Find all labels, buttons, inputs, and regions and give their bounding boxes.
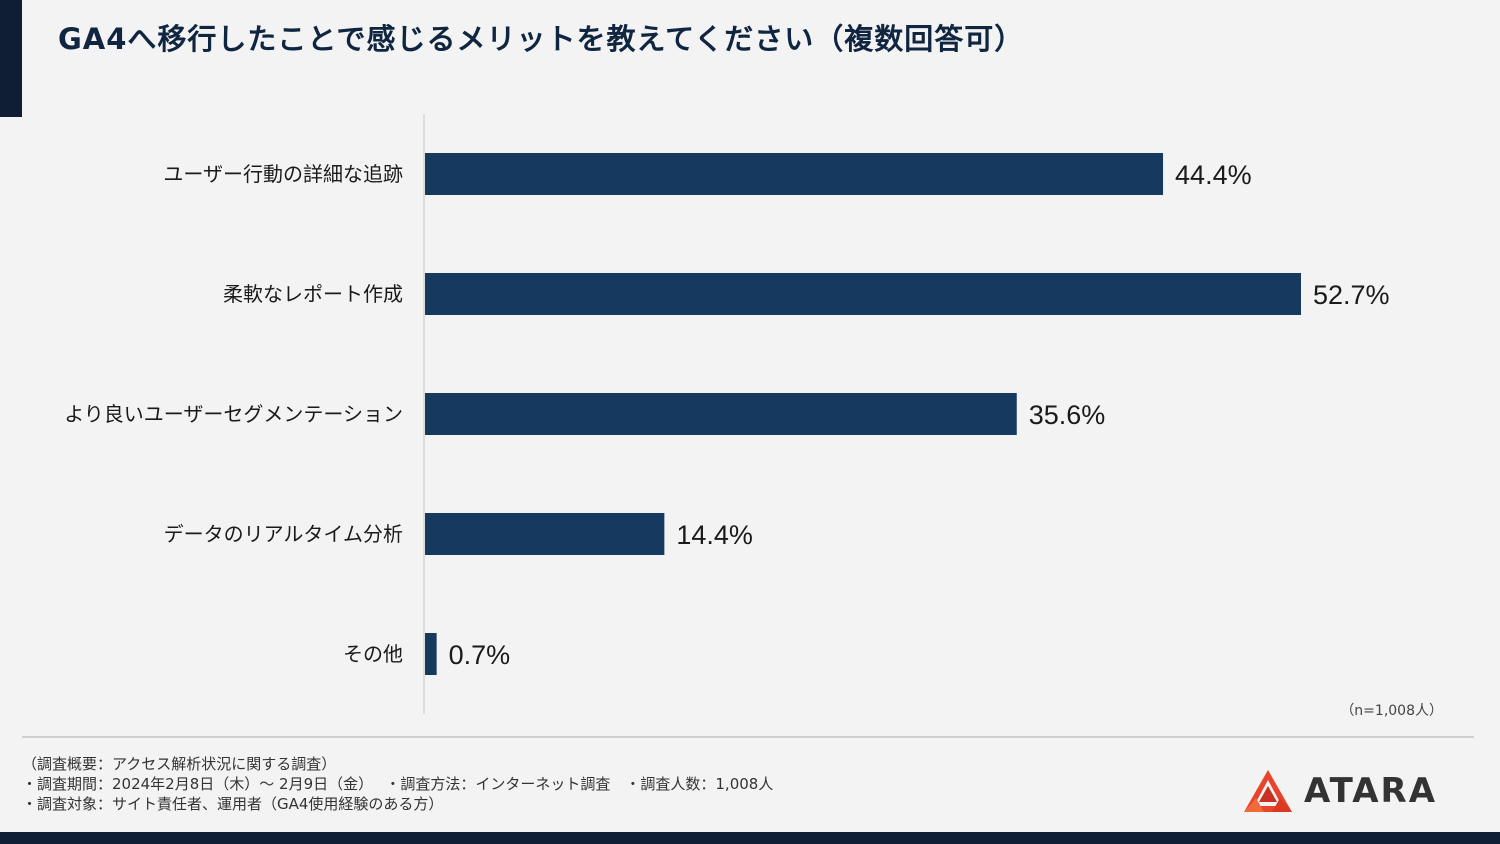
page-title: GA4へ移行したことで感じるメリットを教えてください（複数回答可） — [58, 22, 1025, 56]
data-label: 0.7% — [449, 640, 511, 670]
data-label: 14.4% — [676, 520, 753, 550]
logo-text: ATARA — [1304, 771, 1438, 811]
atara-logo: ATARA — [1242, 768, 1437, 814]
data-label: 44.4% — [1175, 160, 1252, 190]
atara-logo-icon — [1244, 770, 1292, 812]
bar — [425, 153, 1164, 195]
footnote-target: ・調査対象：サイト責任者、運用者（GA4使用経験のある方） — [22, 795, 444, 813]
footer-divider — [22, 736, 1474, 738]
data-label: 52.7% — [1313, 280, 1390, 310]
corner-accent — [0, 0, 22, 117]
category-label: その他 — [343, 642, 403, 666]
bar — [425, 633, 437, 675]
category-label: 柔軟なレポート作成 — [223, 282, 403, 306]
category-label: ユーザー行動の詳細な追跡 — [163, 162, 403, 186]
footnote-period-method-count: ・調査期間：2024年2月8日（木）～ 2月9日（金） ・調査方法：インターネッ… — [22, 775, 774, 793]
footnote-summary: （調査概要：アクセス解析状況に関する調査） — [22, 755, 337, 773]
category-label: より良いユーザーセグメンテーション — [64, 402, 403, 426]
data-label: 35.6% — [1029, 400, 1106, 430]
bar — [425, 393, 1017, 435]
sample-size-note: （n=1,008人） — [1340, 703, 1443, 719]
bar-chart: ユーザー行動の詳細な追跡 44.4% 柔軟なレポート作成 52.7% より良いユーザーセ… — [64, 114, 1390, 714]
category-label: データのリアルタイム分析 — [164, 522, 403, 546]
bar — [425, 273, 1301, 315]
bottom-bar — [0, 832, 1500, 844]
survey-footnotes: （調査概要：アクセス解析状況に関する調査） ・調査期間：2024年2月8日（木）… — [22, 754, 773, 814]
bar — [425, 513, 665, 555]
